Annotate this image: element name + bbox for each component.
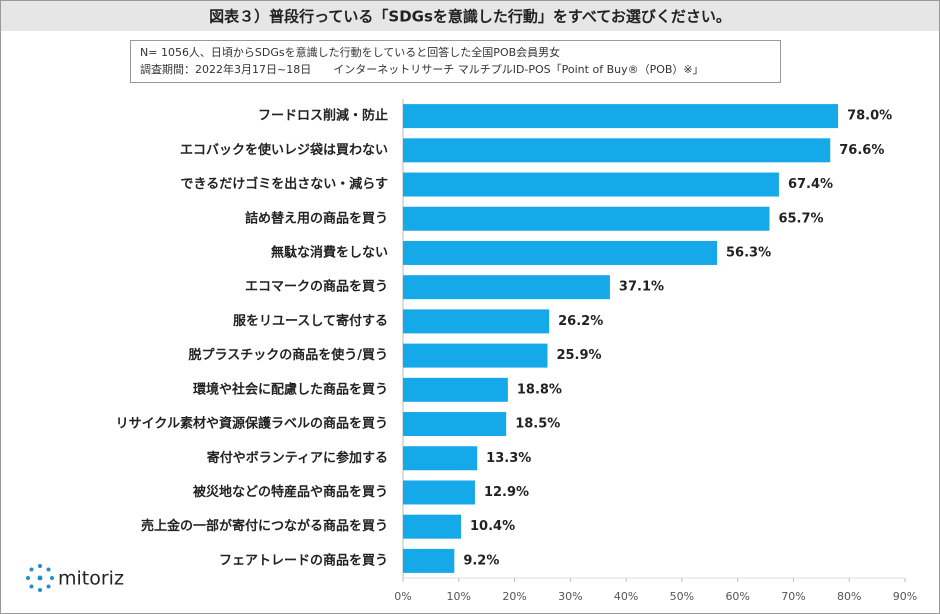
bar bbox=[403, 275, 610, 300]
value-label: 10.4% bbox=[470, 519, 515, 534]
x-tick-label: 60% bbox=[725, 590, 749, 603]
bar bbox=[403, 343, 548, 368]
x-tick-label: 80% bbox=[837, 590, 861, 603]
value-label: 9.2% bbox=[463, 553, 499, 568]
logo-icon bbox=[26, 564, 54, 592]
x-tick-label: 0% bbox=[394, 590, 411, 603]
bar bbox=[403, 548, 455, 573]
value-label: 67.4% bbox=[788, 177, 833, 192]
value-label: 12.9% bbox=[484, 485, 529, 500]
note-box bbox=[130, 40, 781, 83]
value-label: 37.1% bbox=[619, 280, 664, 295]
x-tick-label: 30% bbox=[558, 590, 582, 603]
x-tick-label: 40% bbox=[614, 590, 638, 603]
x-tick-label: 90% bbox=[893, 590, 917, 603]
category-label: フェアトレードの商品を買う bbox=[219, 552, 388, 568]
bar bbox=[403, 172, 779, 197]
category-label: リサイクル素材や資源保護ラベルの商品を買う bbox=[116, 416, 388, 432]
note-line: N= 1056人、日頃からSDGsを意識した行動をしていると回答した全国POB会… bbox=[140, 45, 560, 59]
category-label: エコマークの商品を買う bbox=[245, 279, 388, 295]
bar bbox=[403, 446, 478, 471]
category-label: できるだけゴミを出さない・減らす bbox=[181, 176, 388, 192]
category-label: 環境や社会に配慮した商品を買う bbox=[193, 381, 388, 397]
category-label: 売上金の一部が寄付につながる商品を買う bbox=[141, 518, 388, 534]
bar bbox=[403, 480, 475, 505]
bar bbox=[403, 514, 462, 539]
category-label: 服をリユースして寄付する bbox=[233, 313, 388, 329]
value-label: 26.2% bbox=[558, 314, 603, 329]
logo-text: mitoriz bbox=[58, 568, 124, 590]
bar bbox=[403, 104, 839, 129]
x-tick-label: 10% bbox=[447, 590, 471, 603]
bar bbox=[403, 309, 550, 334]
value-label: 18.5% bbox=[515, 417, 560, 432]
value-label: 56.3% bbox=[726, 245, 771, 260]
bar bbox=[403, 377, 508, 402]
bar bbox=[403, 138, 831, 163]
category-label: フードロス削減・防止 bbox=[258, 108, 388, 124]
category-label: 寄付やボランティアに参加する bbox=[207, 450, 388, 466]
category-label: エコバックを使いレジ袋は買わない bbox=[180, 142, 388, 158]
chart-title: 図表３）普段行っている「SDGsを意識した行動」をすべてお選びください。 bbox=[209, 8, 731, 26]
value-label: 65.7% bbox=[778, 211, 823, 226]
bar bbox=[403, 412, 507, 437]
x-tick-label: 50% bbox=[670, 590, 694, 603]
value-label: 76.6% bbox=[839, 143, 884, 158]
title-band bbox=[1, 1, 939, 31]
category-label: 被災地などの特産品や商品を買う bbox=[192, 484, 388, 500]
value-label: 25.9% bbox=[556, 348, 601, 363]
value-label: 18.8% bbox=[517, 382, 562, 397]
x-tick-label: 70% bbox=[781, 590, 805, 603]
value-label: 13.3% bbox=[486, 451, 531, 466]
value-label: 78.0% bbox=[847, 109, 892, 124]
category-label: 脱プラスチックの商品を使う/買う bbox=[189, 347, 389, 363]
x-tick-label: 20% bbox=[502, 590, 526, 603]
bar bbox=[403, 240, 718, 265]
note-line: 調査期間：2022年3月17日~18日 インターネットリサーチ マルチプルID-… bbox=[140, 62, 704, 76]
bar bbox=[403, 206, 770, 231]
category-label: 無駄な消費をしない bbox=[271, 244, 388, 260]
category-label: 詰め替え用の商品を買う bbox=[245, 210, 388, 226]
